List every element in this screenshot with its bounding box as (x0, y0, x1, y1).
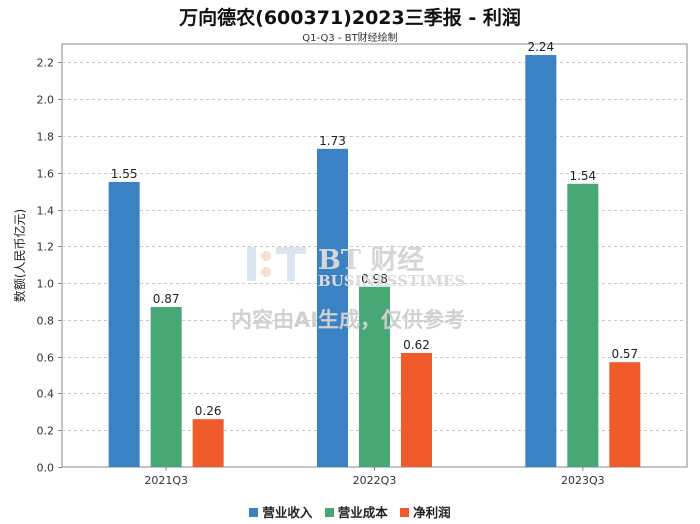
y-tick-label: 1.2 (37, 241, 55, 254)
bar-revenue (525, 55, 557, 467)
legend-item-cost[interactable]: 营业成本 (324, 502, 388, 521)
data-label: 0.98 (361, 272, 388, 286)
y-tick-label: 0.8 (37, 315, 55, 328)
y-tick-label: 2.2 (37, 57, 55, 70)
legend-swatch-revenue (249, 508, 259, 517)
bar-revenue (317, 148, 348, 467)
bar-cost (359, 286, 390, 467)
bar-net-profit (401, 352, 432, 467)
data-label: 0.57 (611, 347, 638, 361)
data-label: 2.24 (527, 40, 554, 54)
chart-legend: 营业收入 营业成本 净利润 (0, 502, 700, 521)
y-tick-label: 1.6 (37, 168, 55, 181)
y-tick-label: 0.0 (37, 462, 55, 475)
x-tick-label: 2023Q3 (561, 474, 605, 487)
legend-item-revenue[interactable]: 营业收入 (249, 502, 312, 521)
y-axis-label: 数额(人民币亿元) (12, 209, 27, 302)
y-tick-label: 0.4 (37, 388, 55, 401)
bar-cost (150, 306, 182, 467)
bar-net-profit (192, 419, 224, 467)
x-tick-label: 2021Q3 (144, 474, 188, 487)
y-tick-label: 1.4 (37, 205, 55, 218)
legend-swatch-net-profit (400, 508, 410, 517)
data-label: 1.55 (111, 167, 138, 181)
y-tick-label: 2.0 (37, 94, 55, 107)
legend-label-net-profit: 净利润 (413, 505, 451, 520)
data-label: 0.26 (195, 404, 222, 418)
legend-label-cost: 营业成本 (337, 505, 388, 520)
x-tick-label: 2022Q3 (353, 474, 397, 487)
bar-cost (567, 183, 599, 467)
data-label: 1.73 (319, 134, 346, 148)
y-tick-label: 0.2 (37, 425, 55, 438)
chart-title: 万向德农(600371)2023三季报 - 利润 (179, 7, 521, 29)
data-label: 0.62 (403, 338, 430, 352)
legend-item-net-profit[interactable]: 净利润 (400, 502, 451, 521)
legend-label-revenue: 营业收入 (262, 505, 313, 520)
bar-net-profit (609, 362, 641, 467)
data-label: 0.87 (153, 292, 180, 306)
chart-subtitle: Q1-Q3 - BT财经绘制 (302, 33, 398, 44)
data-label: 1.54 (569, 169, 596, 183)
y-tick-label: 0.6 (37, 352, 55, 365)
y-tick-label: 1.0 (37, 278, 55, 291)
legend-swatch-cost (324, 508, 334, 517)
y-tick-label: 1.8 (37, 131, 55, 144)
bar-revenue (108, 181, 140, 467)
